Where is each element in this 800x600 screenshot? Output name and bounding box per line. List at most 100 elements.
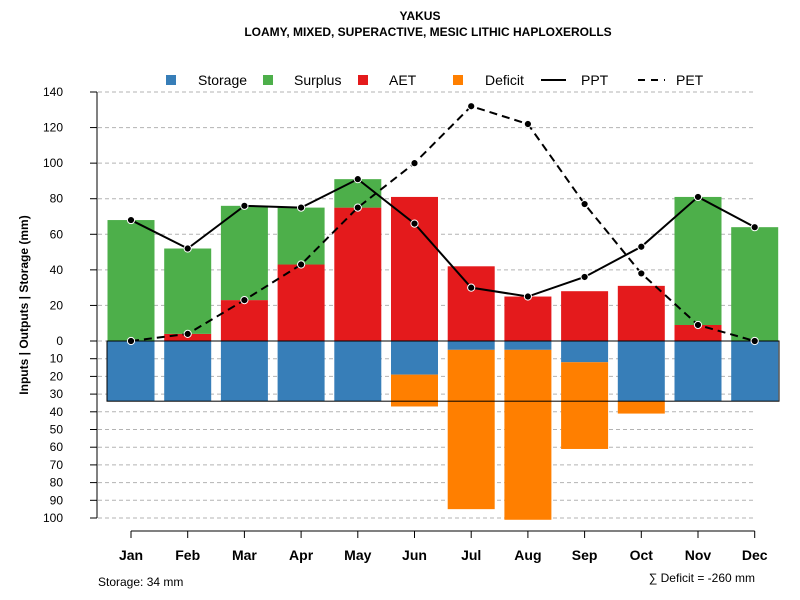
y-tick-label: 40 xyxy=(50,405,64,419)
pet-point xyxy=(580,199,589,209)
deficit-bar xyxy=(391,374,438,407)
deficit-sum-footnote: ∑ Deficit = -260 mm xyxy=(649,571,755,585)
ppt-point xyxy=(297,203,306,212)
y-tick-label: 140 xyxy=(43,85,63,99)
surplus-bar xyxy=(220,205,268,301)
pet-point xyxy=(353,203,362,212)
y-tick-label: 80 xyxy=(50,192,64,206)
storage-bar xyxy=(220,341,268,402)
surplus-legend-swatch xyxy=(263,75,273,85)
storage-bar xyxy=(731,341,779,402)
x-tick-label: Jan xyxy=(119,547,143,563)
storage-footnote: Storage: 34 mm xyxy=(98,575,183,589)
storage-bar xyxy=(391,341,438,375)
x-tick-label: Apr xyxy=(289,547,314,563)
storage-bar xyxy=(504,341,552,350)
surplus-bar xyxy=(164,248,212,334)
y-tick-label: 100 xyxy=(43,156,63,170)
storage-capacity-frame xyxy=(106,340,780,402)
storage-bar xyxy=(334,341,382,402)
aet-legend-swatch xyxy=(358,75,368,85)
surplus-bar xyxy=(674,196,722,325)
storage-box xyxy=(106,340,780,402)
storage-bar xyxy=(561,341,609,363)
ppt-point xyxy=(410,219,419,228)
chart-title: YAKUS xyxy=(400,9,441,23)
pet-point xyxy=(693,320,703,330)
surplus-bar xyxy=(277,207,325,265)
y-tick-label: 70 xyxy=(50,458,64,472)
x-tick-label: Aug xyxy=(514,547,541,563)
pet-line xyxy=(130,105,755,342)
surplus-bar xyxy=(107,220,155,341)
y-tick-label: 20 xyxy=(50,298,64,312)
storage-bar xyxy=(164,341,212,402)
x-tick-label: Nov xyxy=(685,547,712,563)
y-tick-label: 120 xyxy=(43,121,63,135)
axes: 0 20 40 60 80 100 120 140 10 20 30 40 50 60 70 80 90 100 J… xyxy=(43,85,768,563)
ppt-point xyxy=(750,223,759,232)
storage-bar xyxy=(277,341,325,402)
x-tick-label: Sep xyxy=(572,547,598,563)
x-tick-label: Dec xyxy=(742,547,768,563)
storage-bar xyxy=(617,341,665,402)
y-tick-label: 60 xyxy=(50,227,64,241)
x-tick-label: Mar xyxy=(232,547,257,563)
pet-point xyxy=(410,159,419,168)
ppt-point xyxy=(693,192,703,202)
aet-bar xyxy=(617,285,665,341)
y-tick-label: 10 xyxy=(50,352,64,366)
y-tick-label: 0 xyxy=(56,334,63,348)
aet-bar xyxy=(504,296,552,341)
legend: Storage Surplus AET Deficit PPT PET xyxy=(166,72,704,88)
storage-bar xyxy=(674,341,722,402)
storage-bar xyxy=(107,341,155,402)
y-tick-label: 100 xyxy=(43,511,63,525)
x-tick-label: Oct xyxy=(630,547,654,563)
deficit-bar xyxy=(561,362,609,449)
storage-legend-label: Storage xyxy=(198,72,247,88)
aet-bar xyxy=(447,266,495,341)
deficit-bar xyxy=(447,349,495,510)
y-tick-label: 40 xyxy=(50,263,64,277)
pet-point xyxy=(240,295,249,305)
y-tick-label: 60 xyxy=(50,440,64,454)
pet-point xyxy=(467,102,476,111)
storage-bar xyxy=(447,341,495,350)
ppt-point xyxy=(523,292,533,301)
deficit-bar xyxy=(617,401,665,414)
deficit-legend-label: Deficit xyxy=(485,72,524,88)
storage-legend-swatch xyxy=(166,75,176,85)
x-tick-label: Feb xyxy=(175,547,200,563)
pet-point xyxy=(126,336,136,346)
pet-point xyxy=(183,329,192,338)
y-tick-label: 30 xyxy=(50,387,64,401)
ppt-legend-label: PPT xyxy=(581,72,609,88)
surplus-bar xyxy=(334,179,382,208)
y-tick-label: 20 xyxy=(50,369,64,383)
y-tick-label: 80 xyxy=(50,476,64,490)
aet-bar xyxy=(334,207,382,341)
ppt-point xyxy=(183,244,192,253)
ppt-point xyxy=(126,215,136,225)
pet-point xyxy=(523,119,533,129)
aet-bar xyxy=(220,300,268,341)
ppt-line xyxy=(130,177,756,298)
ppt-point xyxy=(580,272,589,282)
pet-point xyxy=(297,260,306,269)
y-axis-label: Inputs | Outputs | Storage (mm) xyxy=(17,215,31,394)
ppt-point xyxy=(240,201,249,210)
aet-bar xyxy=(391,196,438,341)
deficit-bar xyxy=(504,349,552,520)
y-tick-label: 90 xyxy=(50,493,64,507)
aet-legend-label: AET xyxy=(389,72,417,88)
x-tick-label: May xyxy=(344,547,371,563)
x-tick-label: Jul xyxy=(461,547,481,563)
pet-legend-label: PET xyxy=(676,72,704,88)
pet-point xyxy=(637,269,646,278)
ppt-point xyxy=(637,242,646,251)
surplus-bar xyxy=(731,227,779,341)
y-tick-label: 50 xyxy=(50,423,64,437)
surplus-legend-label: Surplus xyxy=(294,72,341,88)
